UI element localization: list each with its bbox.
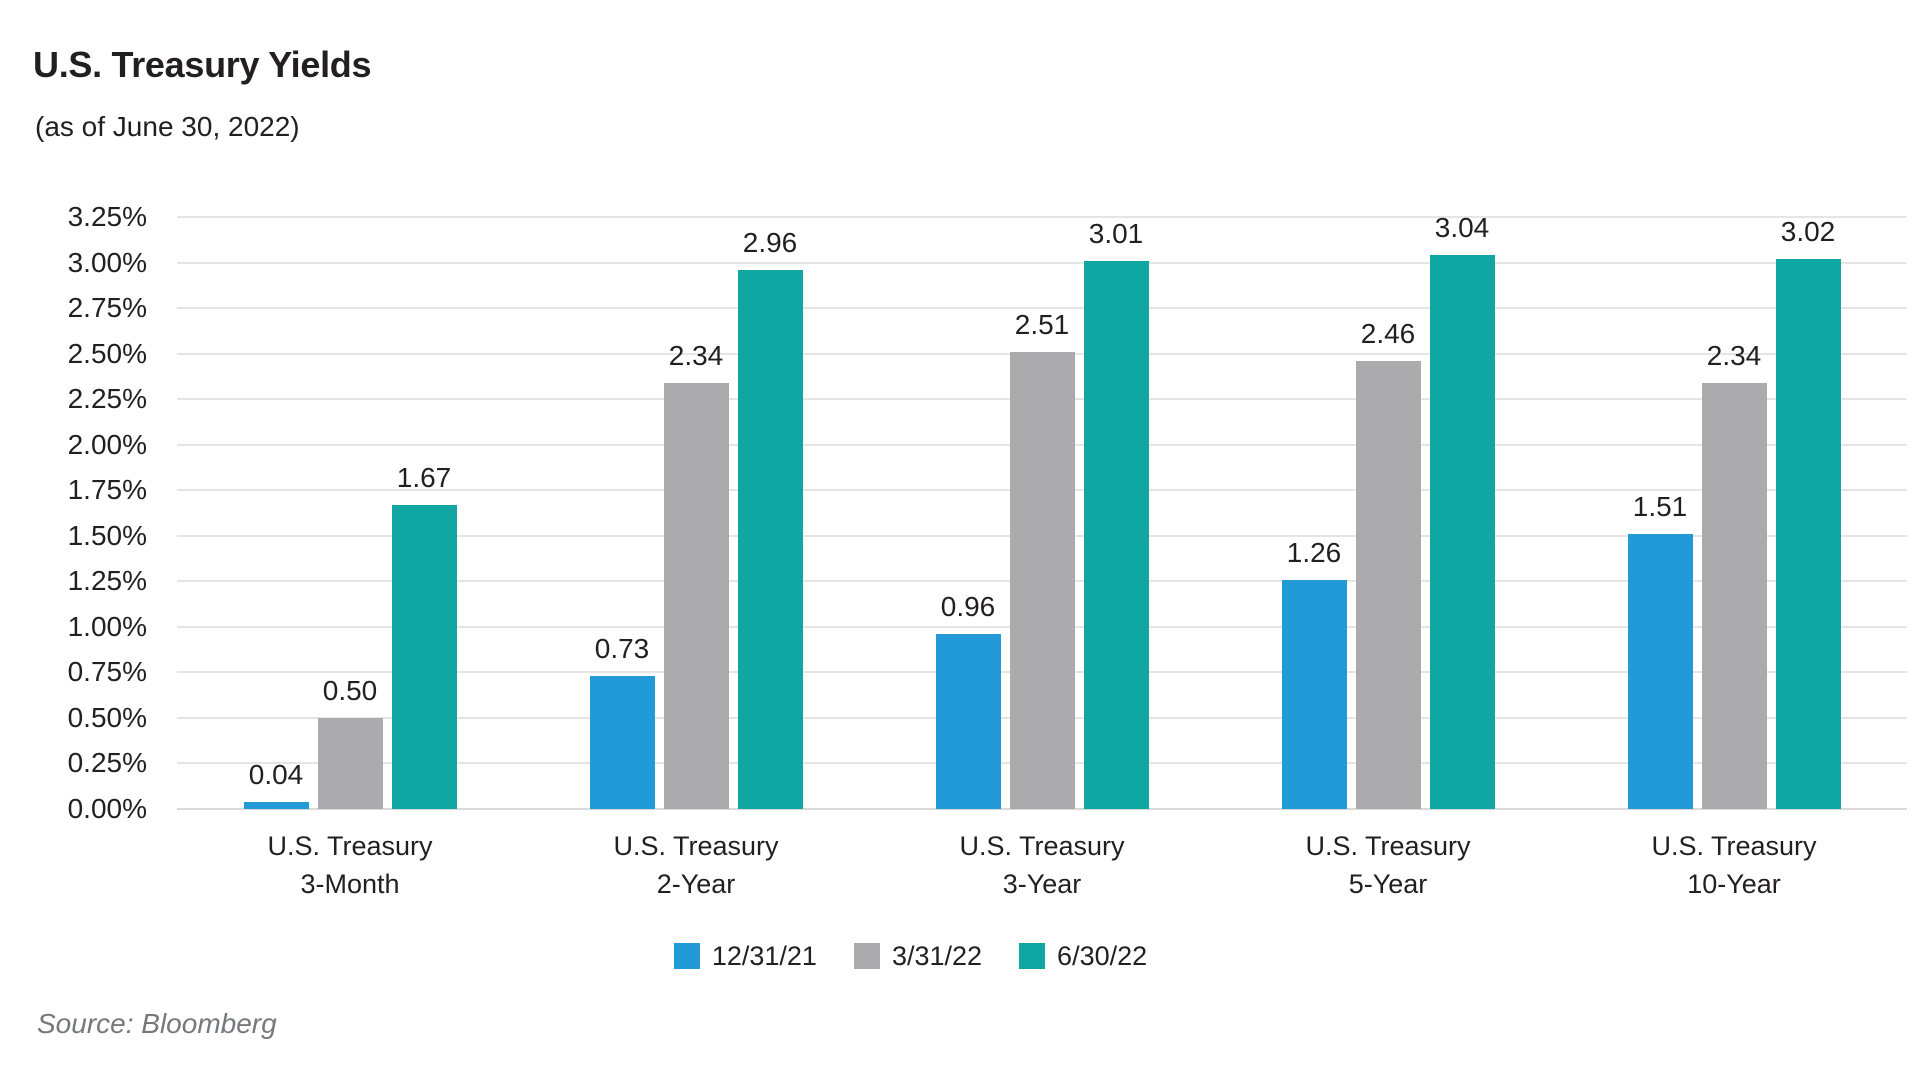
legend-label: 12/31/21 xyxy=(711,941,817,971)
plot-area: 0.04 0.50 1.67 0.73 2.34 2.96 0.96 2.51 3.01 1.26… xyxy=(177,212,1907,810)
category-label: U.S. Treasury 10-Year xyxy=(1564,827,1904,903)
bar-value-label: 2.46 xyxy=(1360,317,1416,349)
bar-value-label: 2.96 xyxy=(742,226,798,258)
legend-label: 3/31/22 xyxy=(891,941,983,971)
bar-value-label: 1.67 xyxy=(396,461,452,493)
y-tick-label: 1.00% xyxy=(67,610,147,642)
bar-value-label: 1.26 xyxy=(1286,536,1342,568)
legend-swatch-icon xyxy=(1019,943,1046,969)
bar-value-label: 2.34 xyxy=(668,339,724,371)
y-tick-label: 2.75% xyxy=(67,292,147,324)
bar-3-31-22-u-s-treasury-3-year xyxy=(1009,351,1075,809)
legend-swatch-icon xyxy=(673,943,700,969)
source-note: Source: Bloomberg xyxy=(37,1008,277,1039)
y-tick-label: 2.00% xyxy=(67,428,147,460)
y-tick-label: 0.25% xyxy=(67,747,147,779)
category-label-line: U.S. Treasury xyxy=(267,831,433,861)
bar-value-label: 0.96 xyxy=(940,591,996,623)
bar-3-31-22-u-s-treasury-5-year xyxy=(1355,360,1421,809)
legend: 12/31/21 3/31/22 6/30/22 xyxy=(0,941,1867,971)
legend-item-12-31-21: 12/31/21 xyxy=(673,941,817,971)
bar-12-31-21-u-s-treasury-3-year xyxy=(935,634,1001,809)
legend-label: 6/30/22 xyxy=(1057,941,1148,971)
y-tick-label: 1.25% xyxy=(67,565,147,597)
category-label-line: U.S. Treasury xyxy=(1305,831,1471,861)
y-tick-label: 0.75% xyxy=(67,656,147,688)
y-tick-label: 2.25% xyxy=(67,383,147,415)
gridline xyxy=(177,216,1907,218)
bar-6-30-22-u-s-treasury-2-year xyxy=(737,269,803,809)
y-tick-label: 3.25% xyxy=(67,201,147,232)
bar-3-31-22-u-s-treasury-10-year xyxy=(1701,382,1767,809)
category-label: U.S. Treasury 2-Year xyxy=(526,827,866,903)
bar-value-label: 0.50 xyxy=(322,674,378,706)
chart-title: U.S. Treasury Yields xyxy=(33,44,372,85)
gridline xyxy=(177,307,1907,310)
category-label-line: 5-Year xyxy=(1348,869,1428,899)
bar-value-label: 1.51 xyxy=(1632,490,1688,522)
bar-12-31-21-u-s-treasury-10-year xyxy=(1627,533,1693,809)
bar-12-31-21-u-s-treasury-5-year xyxy=(1281,579,1347,809)
gridline xyxy=(177,808,1907,810)
bar-value-label: 3.04 xyxy=(1434,212,1490,244)
y-tick-label: 1.50% xyxy=(67,519,147,551)
y-tick-label: 1.75% xyxy=(67,474,147,506)
category-label: U.S. Treasury 3-Month xyxy=(180,827,520,903)
bar-value-label: 0.73 xyxy=(594,633,650,665)
y-tick-label: 0.00% xyxy=(67,793,147,824)
bar-6-30-22-u-s-treasury-5-year xyxy=(1429,255,1495,809)
bar-value-label: 2.51 xyxy=(1014,308,1070,340)
category-label-line: 10-Year xyxy=(1687,869,1781,899)
bar-6-30-22-u-s-treasury-3-month xyxy=(391,504,457,809)
legend-swatch-icon xyxy=(853,943,880,969)
category-label-line: U.S. Treasury xyxy=(959,831,1125,861)
gridline xyxy=(177,261,1907,264)
bar-12-31-21-u-s-treasury-2-year xyxy=(589,676,655,809)
y-tick-label: 2.50% xyxy=(67,337,147,369)
category-label: U.S. Treasury 5-Year xyxy=(1218,827,1558,903)
bar-3-31-22-u-s-treasury-3-month xyxy=(317,717,383,809)
bar-12-31-21-u-s-treasury-3-month xyxy=(243,801,309,809)
bar-6-30-22-u-s-treasury-3-year xyxy=(1083,260,1149,809)
legend-item-6-30-22: 6/30/22 xyxy=(1019,941,1147,971)
bar-value-label: 2.34 xyxy=(1706,339,1762,371)
bar-value-label: 3.02 xyxy=(1780,215,1836,247)
category-label-line: 2-Year xyxy=(656,869,736,899)
chart-subtitle: (as of June 30, 2022) xyxy=(35,111,300,142)
bar-value-label: 0.04 xyxy=(248,758,304,790)
bar-3-31-22-u-s-treasury-2-year xyxy=(663,382,729,809)
category-label-line: U.S. Treasury xyxy=(613,831,779,861)
bar-6-30-22-u-s-treasury-10-year xyxy=(1775,258,1841,809)
category-label-line: U.S. Treasury xyxy=(1651,831,1817,861)
category-label-line: 3-Month xyxy=(300,869,400,899)
category-label-line: 3-Year xyxy=(1002,869,1082,899)
y-tick-label: 3.00% xyxy=(67,246,147,278)
legend-item-3-31-22: 3/31/22 xyxy=(853,941,983,971)
category-label: U.S. Treasury 3-Year xyxy=(872,827,1212,903)
y-tick-label: 0.50% xyxy=(67,701,147,733)
bar-value-label: 3.01 xyxy=(1088,217,1144,249)
